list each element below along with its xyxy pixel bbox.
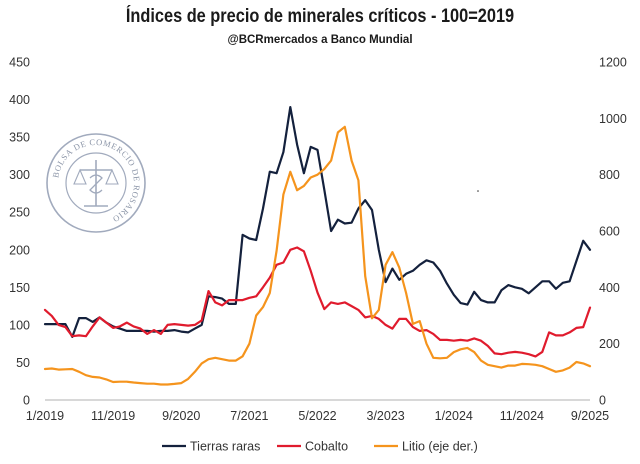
left-axis-tick-label: 350	[9, 131, 30, 145]
stray-dot	[477, 190, 479, 192]
legend-label: Cobalto	[305, 440, 348, 454]
left-axis-tick-label: 250	[9, 206, 30, 220]
right-axis-tick-label: 0	[599, 394, 606, 408]
series-lines	[43, 105, 592, 386]
x-tick-label: 9/2020	[162, 409, 200, 423]
left-axis-tick-label: 100	[9, 318, 30, 332]
left-axis-tick-label: 0	[23, 394, 30, 408]
right-axis-tick-labels: 0 200 400 600 800 1000 1200	[599, 56, 627, 408]
x-tick-label: 3/2023	[367, 409, 405, 423]
left-axis-tick-labels: 0 50 100 150 200 250 300 350 400 450	[9, 56, 30, 408]
left-axis-tick-label: 200	[9, 243, 30, 257]
right-axis-tick-label: 800	[599, 168, 620, 182]
legend: Tierras raras Cobalto Litio (eje der.)	[162, 440, 478, 454]
x-tick-label: 7/2021	[230, 409, 268, 423]
chart-subtitle: @BCRmercados a Banco Mundial	[227, 34, 413, 46]
legend-label: Tierras raras	[190, 440, 260, 454]
chart-title: Índices de precio de minerales críticos …	[125, 6, 515, 27]
left-axis-tick-label: 400	[9, 93, 30, 107]
series-line-cobalto	[43, 246, 592, 358]
right-axis-tick-label: 1200	[599, 56, 627, 70]
left-axis-tick-label: 150	[9, 281, 30, 295]
x-tick-label: 11/2024	[500, 409, 544, 423]
series-line-tierras-raras	[43, 105, 592, 338]
x-tick-label: 11/2019	[91, 409, 135, 423]
plot-area: 1/2019 11/2019 9/2020 7/2021 5/2022 3/2023 1/2…	[9, 56, 627, 424]
x-tick-label: 9/2025	[571, 409, 609, 423]
right-axis-tick-label: 1000	[599, 112, 627, 126]
left-axis-tick-label: 50	[16, 356, 30, 370]
right-axis-tick-label: 200	[599, 337, 620, 351]
right-axis-tick-label: 600	[599, 225, 620, 239]
bcr-seal-logo: BOLSA DE COMERCIO DE ROSARIO	[46, 133, 146, 233]
series-line-litio	[43, 125, 592, 386]
left-axis-tick-label: 450	[9, 56, 30, 70]
x-tick-label: 1/2024	[435, 409, 473, 423]
x-tick-label: 5/2022	[298, 409, 336, 423]
left-axis-tick-label: 300	[9, 168, 30, 182]
x-tick-labels: 1/2019 11/2019 9/2020 7/2021 5/2022 3/2023 1/2…	[26, 409, 609, 423]
x-tick-label: 1/2019	[26, 409, 64, 423]
right-axis-tick-label: 400	[599, 281, 620, 295]
legend-label: Litio (eje der.)	[402, 440, 478, 454]
